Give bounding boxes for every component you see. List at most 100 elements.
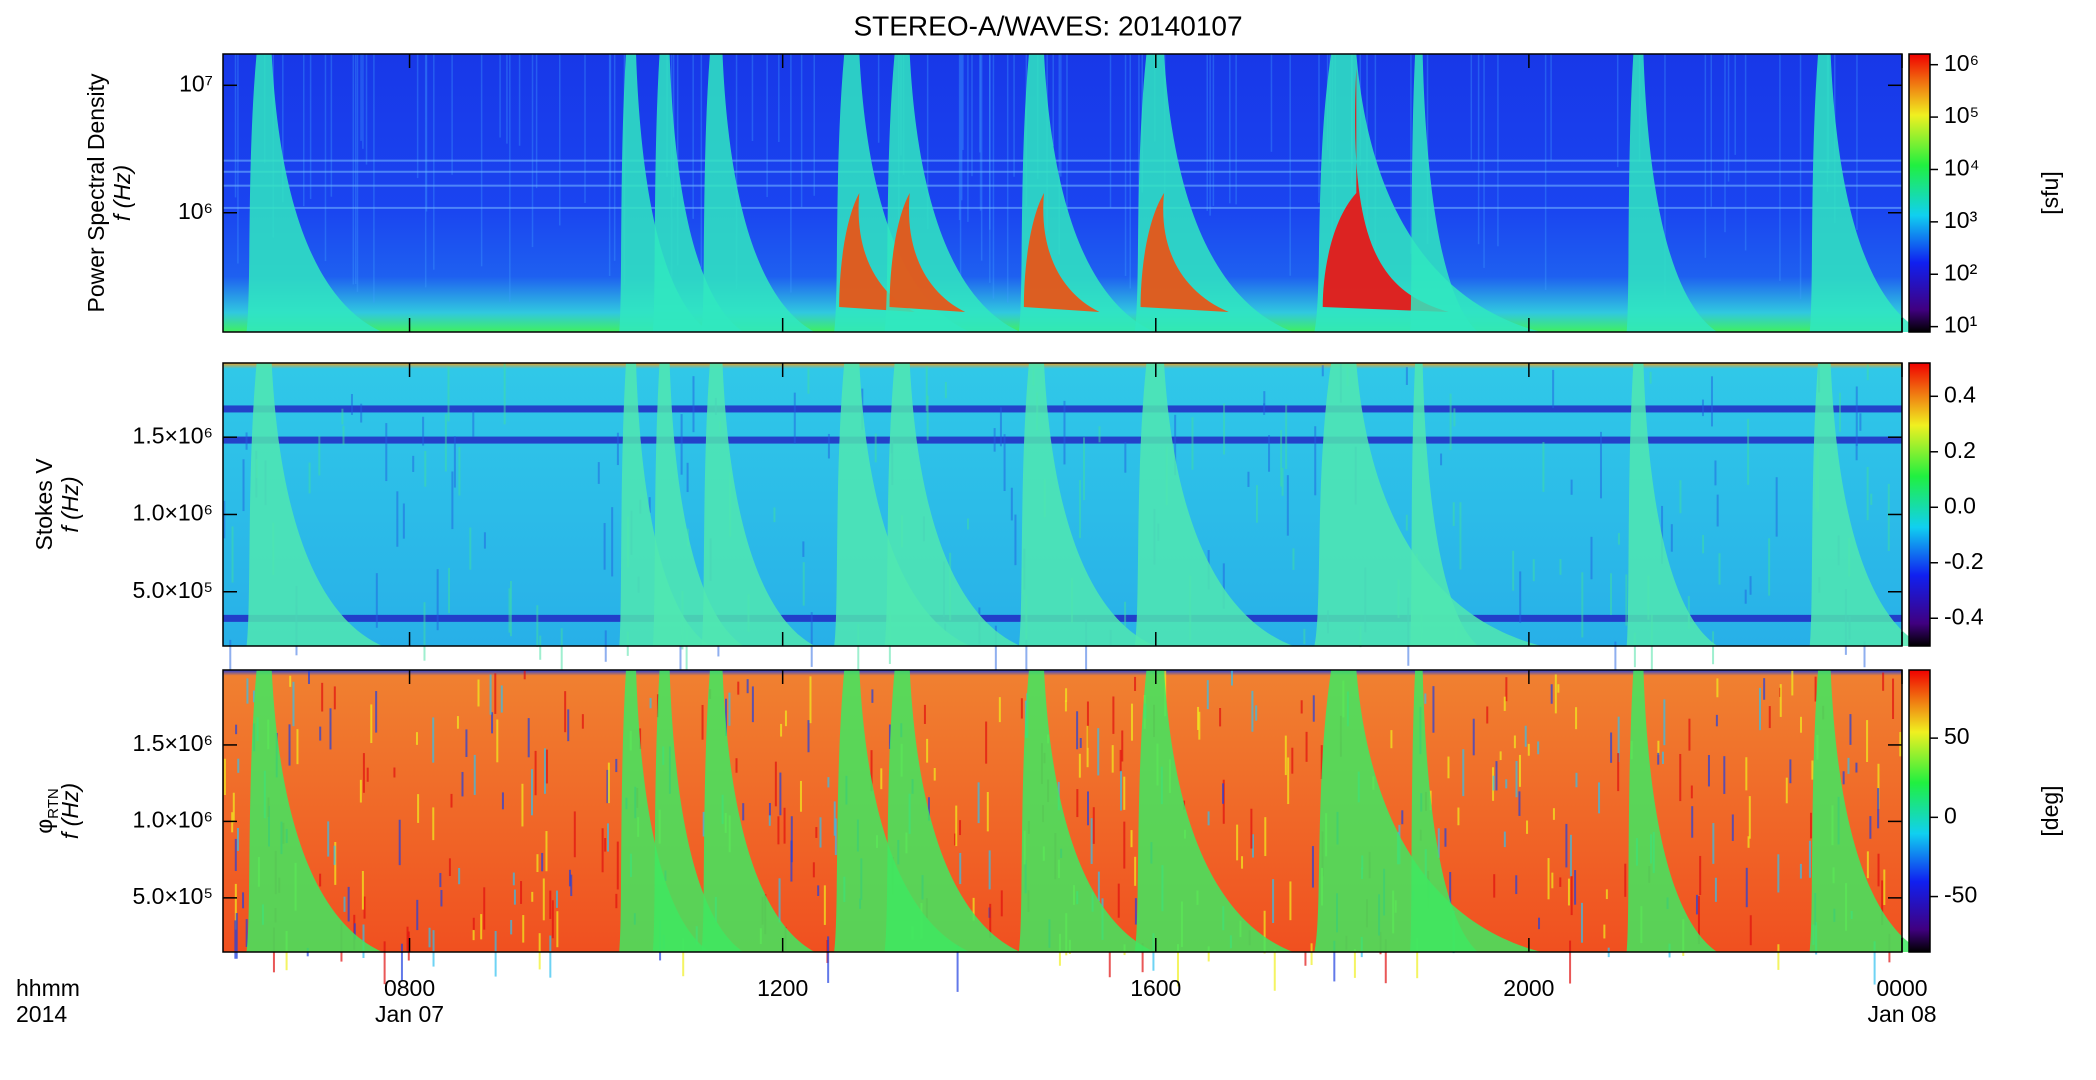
spectrogram-streak: [751, 686, 754, 723]
spectrogram-streak: [606, 769, 609, 804]
spectrogram-streak: [354, 54, 357, 284]
spectrogram-streak: [422, 416, 425, 446]
spectrogram-band: [223, 170, 1902, 173]
spectrogram-streak: [1537, 741, 1540, 755]
spectrogram-streak: [966, 518, 969, 530]
spectrogram-streak: [1108, 951, 1111, 978]
spectrogram-streak: [1223, 403, 1226, 455]
spectrogram-streak: [615, 893, 618, 909]
spectrogram-streak: [959, 54, 962, 278]
spectrogram-streak: [807, 368, 810, 394]
spectrogram-streak: [1497, 54, 1499, 247]
spectrogram-streak: [1222, 563, 1225, 609]
spectrogram-streak: [1312, 695, 1315, 722]
spectrogram-streak: [1575, 707, 1578, 730]
spectrogram-streak: [350, 394, 353, 415]
spectrogram-streak: [926, 738, 929, 763]
spectrogram-streak: [361, 871, 364, 910]
spectrogram-streak: [1353, 949, 1356, 978]
spectrogram-streak: [1477, 54, 1480, 245]
spectrogram-streak: [393, 767, 396, 778]
spectrogram-streak: [1206, 54, 1209, 211]
spectrogram-streak: [432, 807, 435, 841]
spectrogram-streak: [229, 639, 232, 688]
spectrogram-streak: [1263, 391, 1266, 407]
spectrogram-streak: [1130, 830, 1133, 848]
spectrogram-streak: [333, 686, 336, 710]
spectrogram-streak: [777, 816, 780, 845]
spectrogram-streak: [570, 874, 573, 897]
spectrogram-streak: [1273, 949, 1276, 991]
spectrogram-streak: [1079, 480, 1082, 539]
spectrogram-streak: [541, 852, 544, 872]
spectrogram-streak: [1010, 487, 1013, 521]
spectrogram-streak: [1000, 890, 1003, 917]
spectrogram-streak: [1272, 879, 1275, 924]
y-axis-label-sub: RTN: [45, 788, 62, 819]
spectrogram-streak: [1883, 869, 1886, 906]
spectrogram-streak: [597, 462, 600, 484]
colorbar-tick-label: 0.2: [1944, 437, 1976, 463]
spectrogram-streak: [1078, 753, 1081, 778]
spectrogram-streak: [1457, 807, 1460, 826]
colorbar-tick-label: 10¹: [1944, 312, 1978, 338]
spectrogram-streak: [1416, 937, 1419, 979]
spectrogram-streak: [988, 850, 991, 890]
spectrogram-streak: [321, 682, 324, 712]
spectrogram-streak: [329, 708, 332, 750]
spectrogram-streak: [603, 523, 606, 570]
spectrogram-streak: [1616, 54, 1619, 168]
spectrogram-streak: [1082, 437, 1085, 501]
spectrogram-streak: [1401, 810, 1404, 825]
spectrogram-streak: [296, 729, 299, 765]
spectrogram-streak: [453, 436, 456, 488]
spectrogram-streak: [366, 767, 369, 782]
spectrogram-streak: [383, 941, 386, 985]
spectrogram-streak: [815, 827, 818, 838]
spectrogram-streak: [1768, 538, 1771, 596]
spectrogram-streak: [1284, 735, 1287, 776]
spectrogram-streak: [1664, 54, 1666, 299]
plot-frame: [222, 669, 1903, 953]
spectrogram-streak: [333, 845, 336, 865]
spectrogram-streak: [1887, 483, 1890, 551]
spectrogram-streak: [489, 674, 492, 715]
spectrogram-streak: [1285, 404, 1288, 470]
spectrogram-streak: [1877, 763, 1880, 809]
spectrogram-streak: [1569, 834, 1572, 877]
spectrogram-streak: [986, 792, 989, 832]
spectrogram-streak: [809, 676, 812, 724]
spectrogram-streak: [1532, 559, 1535, 582]
spectrogram-streak: [1808, 840, 1811, 878]
spectrogram-streak: [955, 805, 958, 847]
spectrogram-streak: [1679, 753, 1682, 802]
spectrogram-streak: [1866, 364, 1869, 381]
spectrogram-streak: [1470, 54, 1473, 160]
spectrogram-streak: [343, 896, 346, 912]
spectrogram-streak: [1014, 514, 1017, 566]
spectrogram-streak: [1603, 924, 1606, 939]
spectrogram-streak: [1842, 771, 1845, 785]
spectrogram-streak: [472, 410, 475, 437]
spectrogram-streak: [549, 935, 552, 978]
spectrogram-streak: [1679, 480, 1682, 514]
spectrogram-streak: [439, 872, 442, 888]
spectrogram-streak: [362, 54, 364, 149]
spectrogram-streak: [1710, 54, 1713, 207]
spectrogram-streak: [1657, 752, 1660, 765]
spectrogram-streak: [1610, 732, 1613, 763]
spectrogram-streak: [1855, 762, 1858, 773]
burst: [652, 54, 744, 332]
spectrogram-streak: [428, 927, 431, 948]
spectrogram-streak: [1814, 676, 1817, 702]
spectrogram-streak: [1076, 789, 1079, 818]
spectrogram-streak: [363, 896, 366, 919]
spectrogram-streak: [823, 885, 826, 925]
spectrogram-streak: [1003, 434, 1006, 492]
spectrogram-streak: [1617, 716, 1620, 763]
spectrogram-streak: [568, 869, 571, 887]
spectrogram-streak: [1731, 814, 1734, 841]
spectrogram-streak: [289, 675, 292, 687]
